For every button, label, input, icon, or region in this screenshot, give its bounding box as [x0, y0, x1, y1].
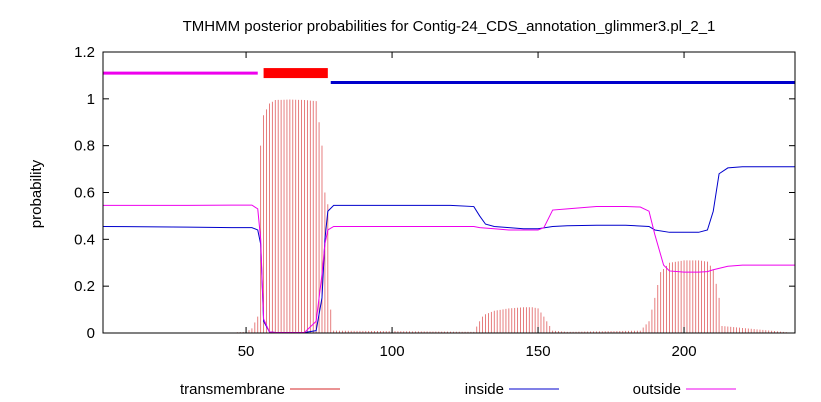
inside-series-line — [102, 166, 795, 334]
y-tick-label: 0.2 — [74, 278, 95, 295]
y-tick-label: 0 — [87, 325, 95, 342]
chart-title: TMHMM posterior probabilities for Contig… — [183, 18, 716, 35]
y-tick-label: 0.6 — [74, 185, 95, 202]
legend-label-inside: inside — [465, 381, 504, 398]
x-tick-label: 150 — [526, 343, 551, 360]
topology-bars — [103, 68, 795, 84]
y-tick-label: 0.4 — [74, 231, 95, 248]
x-tick-label: 200 — [672, 343, 697, 360]
legend: transmembrane inside outside — [180, 381, 736, 398]
transmembrane-bars — [236, 99, 787, 333]
legend-label-outside: outside — [633, 381, 681, 398]
y-axis-ticks: 0 0.2 0.4 0.6 0.8 1 1.2 — [74, 44, 795, 342]
plot-frame — [102, 51, 796, 334]
series-lines — [102, 166, 795, 334]
outside-series-line — [103, 204, 795, 334]
legend-label-transmembrane: transmembrane — [180, 381, 285, 398]
topology-transmembrane-segment — [263, 68, 328, 79]
y-axis-label: probability — [28, 159, 45, 228]
x-tick-label: 50 — [238, 343, 255, 360]
y-tick-label: 1 — [87, 91, 95, 108]
y-tick-label: 0.8 — [74, 138, 95, 155]
x-tick-label: 100 — [380, 343, 405, 360]
y-tick-label: 1.2 — [74, 44, 95, 61]
x-axis-ticks: 50 100 150 200 — [238, 52, 697, 360]
